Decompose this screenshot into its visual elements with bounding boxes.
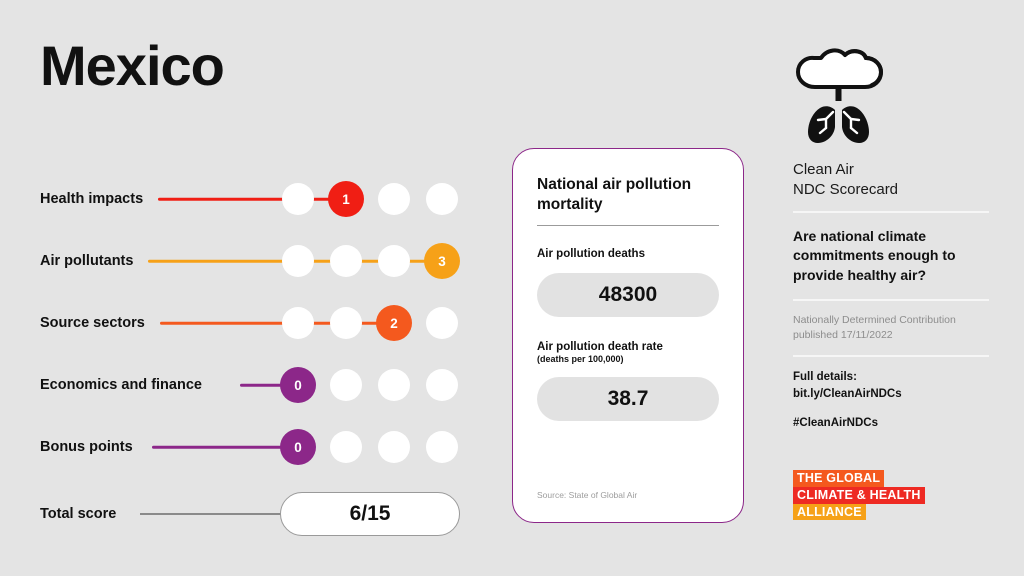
score-dot-filled: 1 — [328, 181, 364, 217]
total-score-value: 6/15 — [280, 492, 460, 536]
alliance-logo-line1: THE GLOBAL — [793, 470, 885, 487]
ndc-published-note: Nationally Determined Contribution publi… — [793, 313, 956, 342]
full-details-label: Full details: — [793, 371, 857, 384]
total-score-connector — [140, 513, 284, 515]
score-dot-empty — [282, 307, 314, 339]
score-row-connector — [152, 445, 292, 449]
score-dot-empty — [378, 183, 410, 215]
brand-panel: Clean Air NDC Scorecard Are national cli… — [793, 44, 989, 429]
deaths-label: Air pollution deaths — [537, 248, 645, 261]
score-row: Source sectors 2 — [40, 292, 470, 354]
score-dot-empty — [330, 245, 362, 277]
score-row-connector — [160, 321, 386, 325]
score-row: Bonus points 0 — [40, 416, 470, 478]
score-dot-empty — [330, 307, 362, 339]
page-title: Mexico — [40, 34, 225, 97]
score-row: Air pollutants 3 — [40, 230, 470, 292]
score-dot-filled: 2 — [376, 305, 412, 341]
score-row-connector — [240, 383, 292, 387]
deaths-value: 48300 — [537, 273, 719, 318]
score-dot-filled: 3 — [424, 243, 460, 279]
score-row-label: Source sectors — [40, 315, 145, 331]
score-dot-filled: 0 — [280, 367, 316, 403]
source-note: Source: State of Global Air — [537, 490, 638, 500]
score-dot-empty — [426, 183, 458, 215]
panel-question: Are national climate commitments enough … — [793, 228, 956, 283]
score-rows: Health impacts 1 Air pollutants 3 Source… — [40, 168, 470, 544]
score-dot-filled: 0 — [280, 429, 316, 465]
score-row-label: Air pollutants — [40, 253, 134, 269]
alliance-logo-line3: ALLIANCE — [793, 503, 866, 521]
score-row-connector — [158, 197, 338, 201]
score-dot-empty — [426, 431, 458, 463]
panel-divider — [793, 355, 989, 358]
card-divider — [537, 224, 719, 227]
score-dot-empty — [426, 369, 458, 401]
alliance-logo: THE GLOBAL CLIMATE & HEALTH ALLIANCE — [793, 470, 925, 521]
total-score-label: Total score — [40, 506, 117, 522]
score-row-label: Bonus points — [40, 439, 133, 455]
hashtag: #CleanAirNDCs — [793, 416, 878, 429]
score-row: Economics and finance 0 — [40, 354, 470, 416]
score-dot-empty — [378, 431, 410, 463]
brand-name-line1: Clean Air — [793, 161, 854, 178]
score-dot-empty — [282, 245, 314, 277]
cloud-lungs-icon — [796, 48, 884, 143]
death-rate-sublabel: (deaths per 100,000) — [537, 354, 624, 365]
score-row: Health impacts 1 — [40, 168, 470, 230]
score-dot-empty — [378, 369, 410, 401]
panel-divider — [793, 298, 989, 301]
mortality-card-title: National air pollution mortality — [537, 176, 692, 213]
death-rate-metric: Air pollution death rate (deaths per 100… — [537, 341, 719, 422]
score-dot-empty — [426, 307, 458, 339]
brand-name: Clean Air NDC Scorecard — [793, 160, 989, 199]
score-dot-empty — [282, 183, 314, 215]
death-rate-value: 38.7 — [537, 377, 719, 422]
score-dot-empty — [330, 369, 362, 401]
mortality-card: National air pollution mortality Air pol… — [512, 148, 744, 523]
score-row-label: Economics and finance — [40, 377, 202, 393]
brand-name-line2: NDC Scorecard — [793, 180, 899, 198]
total-score-row: Total score 6/15 — [40, 484, 470, 544]
deaths-metric: Air pollution deaths 48300 — [537, 248, 719, 318]
score-dot-empty — [378, 245, 410, 277]
score-row-label: Health impacts — [40, 191, 144, 207]
full-details-url[interactable]: bit.ly/CleanAirNDCs — [793, 388, 902, 401]
death-rate-label: Air pollution death rate — [537, 341, 663, 354]
panel-divider — [793, 211, 989, 213]
full-details: Full details: bit.ly/CleanAirNDCs — [793, 369, 989, 402]
alliance-logo-line2: CLIMATE & HEALTH — [793, 486, 925, 504]
score-dot-empty — [330, 431, 362, 463]
